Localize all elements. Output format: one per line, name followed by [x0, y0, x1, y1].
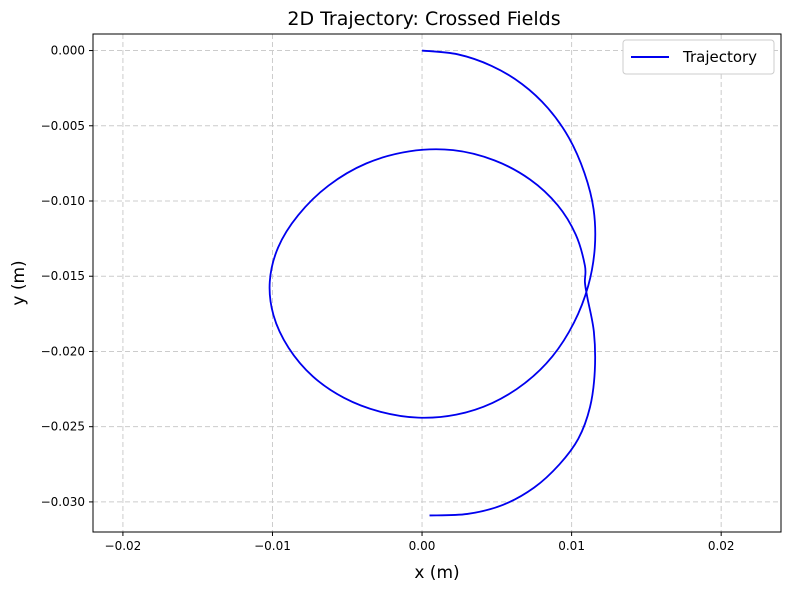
y-axis-ticks: 0.000 −0.005 −0.010 −0.015 −0.020 −0.025 −0.03… — [41, 44, 93, 509]
grid — [93, 34, 781, 532]
legend-label: Trajectory — [682, 48, 757, 66]
x-tick-label: −0.02 — [105, 539, 142, 553]
y-tick-label: 0.000 — [51, 44, 85, 58]
y-tick-label: −0.010 — [41, 194, 85, 208]
x-tick-label: 0.02 — [708, 539, 735, 553]
x-tick-label: −0.01 — [254, 539, 291, 553]
legend-box — [622, 39, 775, 75]
plot-frame — [92, 33, 782, 533]
y-axis-label: y (m) — [9, 260, 29, 305]
x-tick-label: 0.01 — [558, 539, 585, 553]
y-tick-label: −0.015 — [41, 269, 85, 283]
y-tick-label: −0.005 — [41, 119, 85, 133]
trajectory-line — [268, 49, 597, 517]
chart-title: 2D Trajectory: Crossed Fields — [287, 8, 560, 30]
x-tick-label: 0.00 — [409, 539, 436, 553]
x-axis-ticks: −0.02 −0.01 0.00 0.01 0.02 — [105, 532, 735, 553]
y-tick-label: −0.030 — [41, 495, 85, 509]
legend: Trajectory — [622, 39, 775, 75]
y-tick-label: −0.020 — [41, 344, 85, 358]
y-tick-label: −0.025 — [41, 420, 85, 434]
x-axis-label: x (m) — [414, 563, 459, 583]
